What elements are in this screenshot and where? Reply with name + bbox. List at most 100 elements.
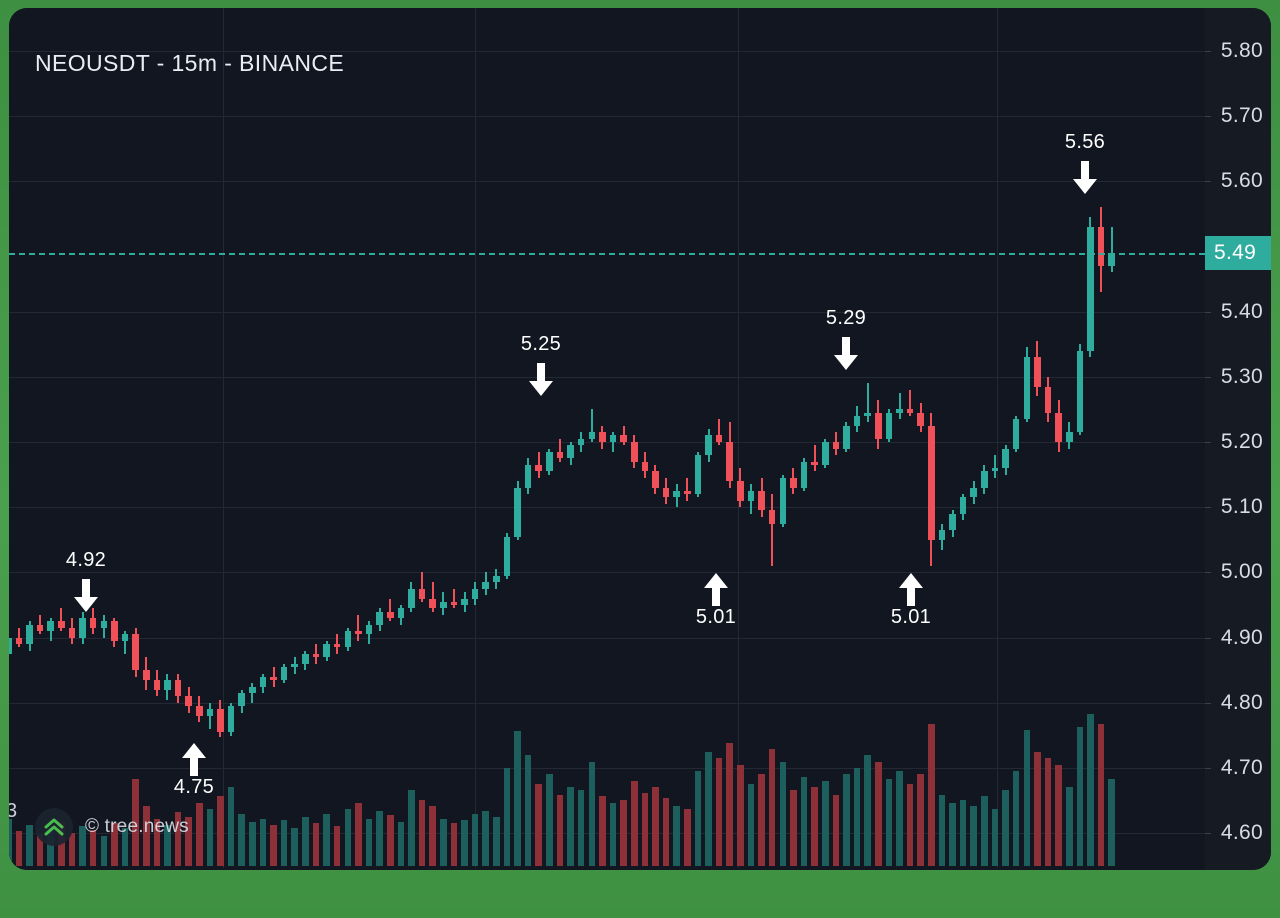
volume-bar [832, 794, 840, 866]
volume-bar [843, 774, 850, 866]
candle-body [333, 644, 341, 648]
candle-body [280, 667, 288, 681]
volume-bar [758, 774, 765, 866]
annotation-label: 5.25 [520, 333, 562, 356]
volume-bar [1012, 771, 1020, 866]
volume-bar [461, 820, 468, 866]
candle-body [1002, 448, 1009, 469]
volume-bar [705, 752, 712, 866]
candle-body [195, 706, 203, 716]
volume-bar [291, 828, 299, 866]
candle-body [429, 598, 436, 609]
volume-bar [100, 835, 108, 866]
gridline [9, 702, 1205, 704]
candle-body [726, 442, 734, 482]
volume-bar [885, 778, 893, 866]
volume-bar [599, 796, 606, 866]
candle-body [938, 530, 946, 540]
candle-body [270, 676, 277, 681]
candle-body [694, 455, 702, 495]
candle-body [1034, 357, 1041, 387]
volume-bar [1055, 764, 1062, 866]
candle-wick [389, 598, 392, 622]
volume-bar [164, 824, 171, 866]
price-axis-label: 5.00 [1220, 560, 1263, 584]
candle-body [503, 536, 511, 576]
volume-bar [418, 799, 426, 866]
volume-bar [800, 777, 808, 866]
volume-bar [185, 816, 192, 866]
price-axis[interactable]: 5.80 5.70 5.60 5.40 5.30 5.20 5.10 5.00 4.90 4.80… [1205, 8, 1271, 870]
volume-bar [68, 832, 76, 866]
price-axis-label: 4.60 [1220, 821, 1263, 845]
volume-bar [790, 790, 797, 866]
double-chevron-up-icon [35, 808, 73, 846]
volume-bar [142, 805, 150, 866]
volume-bar [493, 816, 500, 866]
chart-panel: 4.92 4.75 5.25 5.01 5.29 5.01 5.56 NEOUSDT - 1… [9, 8, 1271, 870]
volume-bar [609, 802, 617, 866]
candle-body [312, 654, 320, 658]
gridline [9, 768, 1205, 770]
candle-wick [272, 667, 275, 687]
candle-body [1108, 252, 1115, 266]
axis-tick [1205, 442, 1211, 443]
candle-body [705, 435, 712, 456]
chart-plot-area[interactable]: 4.92 4.75 5.25 5.01 5.29 5.01 5.56 NEOUSDT - 1… [9, 8, 1205, 870]
axis-tick [1205, 637, 1211, 639]
volume-bar [344, 809, 352, 866]
candle-body [36, 624, 44, 632]
volume-bar [821, 780, 829, 866]
candle-body [89, 618, 97, 628]
volume-bar [471, 813, 479, 866]
volume-bar [121, 828, 129, 866]
candle-body [662, 487, 670, 498]
current-price-value: 5.49 [1214, 240, 1257, 264]
candle-body [376, 611, 383, 625]
volume-bar [546, 774, 553, 866]
axis-tick [1205, 507, 1211, 509]
volume-bar [684, 809, 691, 866]
candle-body [684, 490, 691, 495]
candle-body [408, 588, 415, 609]
candle-wick [909, 389, 912, 416]
volume-bar [15, 831, 23, 866]
volume-bar [333, 826, 341, 866]
candle-body [874, 412, 882, 439]
volume-bar [694, 771, 702, 866]
volume-bar [938, 794, 946, 866]
candle-body [450, 601, 458, 606]
volume-bar [217, 796, 224, 866]
candle-body [630, 442, 638, 462]
candle-body [206, 709, 214, 716]
volume-bar [928, 723, 935, 866]
gridline [9, 115, 1205, 117]
volume-bar [1087, 714, 1094, 866]
candle-body [620, 435, 627, 442]
arrow-down-icon [73, 578, 99, 618]
gridline [9, 572, 1205, 574]
volume-bar [959, 799, 967, 866]
candle-wick [559, 438, 561, 462]
candle-body [1055, 412, 1062, 442]
volume-bar [630, 780, 638, 866]
price-axis-label: 4.90 [1220, 625, 1263, 649]
candle-body [821, 442, 829, 465]
candle-body [185, 696, 192, 707]
page-title: NEOUSDT - 15m - BINANCE [35, 50, 345, 76]
candle-wick [1110, 226, 1113, 273]
candle-body [535, 464, 543, 472]
candle-wick [357, 614, 360, 641]
volume-bar [768, 748, 776, 866]
candle-wick [612, 432, 615, 452]
candle-wick [452, 588, 455, 609]
volume-bar [132, 778, 139, 866]
candle-body [949, 513, 956, 531]
price-axis-label: 5.60 [1220, 169, 1263, 193]
volume-bar [365, 818, 373, 866]
volume-bar [1108, 778, 1115, 866]
volume-bar [1076, 726, 1084, 866]
candle-body [556, 451, 564, 459]
candle-body [9, 637, 12, 654]
